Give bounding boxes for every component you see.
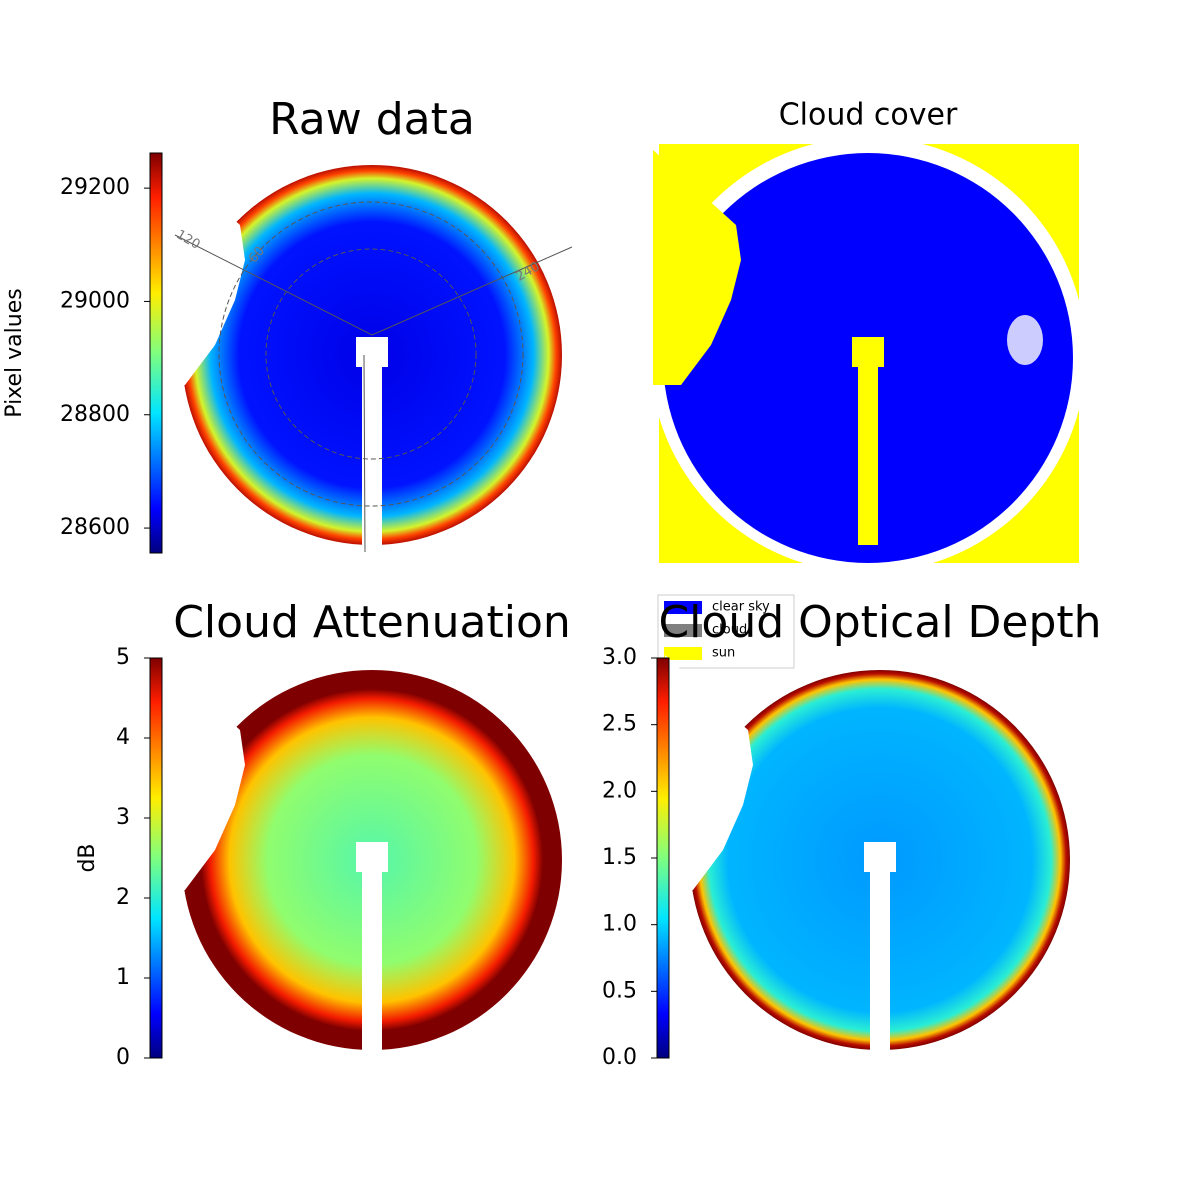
colorbar-tick-label: 1.5	[602, 845, 637, 870]
panel-title: Raw data	[269, 94, 475, 145]
colorbar-tick-label: 2.0	[602, 778, 637, 803]
colorbar-tick-label: 1	[116, 965, 130, 990]
colorbar-label: Pixel values	[2, 288, 27, 417]
colorbar-tick-label: 3.0	[602, 645, 637, 670]
colorbar-tick-label: 28600	[60, 515, 130, 540]
colorbar-tick-label: 0.0	[602, 1045, 637, 1070]
colorbar-tick-label: 2.5	[602, 712, 637, 737]
panel-title: Cloud Optical Depth	[658, 597, 1101, 648]
legend-swatch	[664, 624, 702, 637]
colorbar	[149, 657, 163, 1059]
legend-label: cloud	[712, 623, 747, 638]
colorbar-tick-label: 0	[116, 1045, 130, 1070]
panel-title: Cloud cover	[779, 98, 958, 133]
colorbar-tick-label: 4	[116, 725, 130, 750]
colorbar	[656, 657, 670, 1059]
legend-swatch	[664, 647, 702, 660]
cloud-patch	[1007, 315, 1043, 365]
mast	[356, 842, 388, 1050]
colorbar-tick-label: 1.0	[602, 912, 637, 937]
obstruction	[653, 150, 741, 385]
obstruction	[665, 655, 753, 890]
legend-label: sun	[712, 646, 735, 661]
sun-mast	[852, 337, 884, 545]
obstruction	[157, 150, 245, 385]
colorbar-tick-label: 28800	[60, 402, 130, 427]
colorbar-tick-label: 5	[116, 645, 130, 670]
polar-grid-line	[174, 234, 573, 336]
polar-grid-circle	[265, 248, 477, 460]
mast	[864, 842, 896, 1050]
colorbar-tick-label: 29200	[60, 175, 130, 200]
polar-grid-circle	[218, 201, 524, 507]
colorbar	[149, 152, 163, 554]
colorbar-tick-label: 2	[116, 885, 130, 910]
panel-title: Cloud Attenuation	[173, 597, 571, 648]
colorbar-tick-label: 3	[116, 805, 130, 830]
legend-label: clear sky	[712, 600, 770, 615]
polar-grid-line	[363, 354, 366, 553]
obstruction	[157, 655, 245, 890]
legend-swatch	[664, 601, 702, 614]
colorbar-tick-label: 29000	[60, 288, 130, 313]
colorbar-tick-label: 0.5	[602, 978, 637, 1003]
colorbar-label: dB	[75, 843, 100, 872]
